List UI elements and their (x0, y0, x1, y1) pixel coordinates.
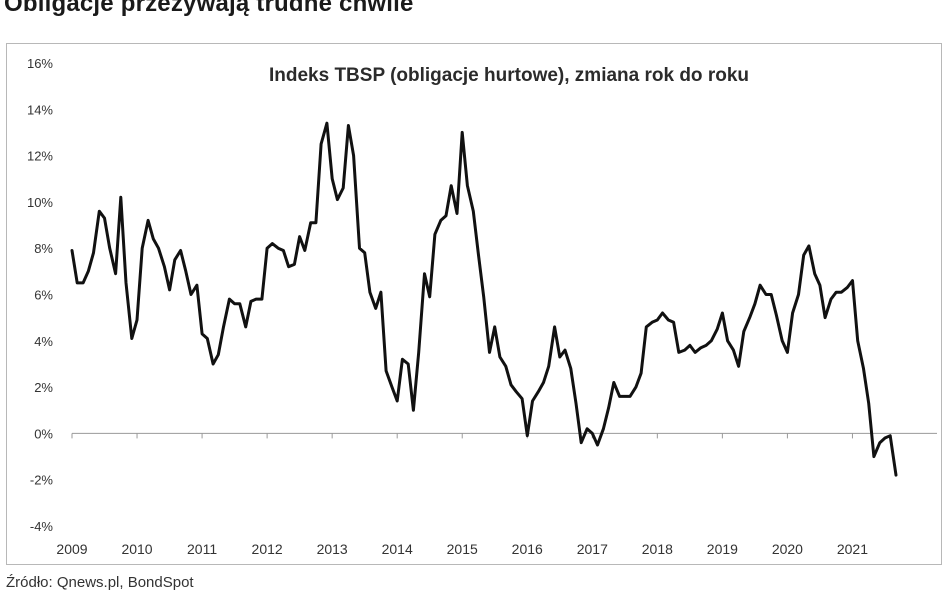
series-line (70, 121, 898, 477)
y-axis: -4% -2% 0% 2% 4% 6% 8% 10% 12% 14% 16% (27, 56, 53, 534)
x-tick-label: 2021 (837, 541, 868, 557)
x-tick-label: 2014 (382, 541, 413, 557)
x-tick-label: 2020 (772, 541, 803, 557)
y-tick-label: 12% (27, 149, 53, 164)
line-chart: Indeks TBSP (obligacje hurtowe), zmiana … (27, 56, 937, 557)
x-tick-label: 2015 (447, 541, 478, 557)
y-tick-label: 6% (34, 288, 53, 303)
y-tick-label: 16% (27, 56, 53, 71)
y-tick-label: 8% (34, 241, 53, 256)
chart-frame: Indeks TBSP (obligacje hurtowe), zmiana … (6, 43, 942, 565)
x-tick-label: 2012 (252, 541, 283, 557)
y-tick-label: 2% (34, 380, 53, 395)
y-tick-label: -2% (30, 473, 54, 488)
x-tick-label: 2009 (56, 541, 87, 557)
source-note: Źródło: Qnews.pl, BondSpot (6, 574, 194, 591)
y-tick-label: 14% (27, 102, 53, 117)
plot-area (70, 121, 898, 477)
y-tick-label: 10% (27, 195, 53, 210)
x-tick-label: 2011 (187, 541, 217, 557)
x-tick-label: 2018 (642, 541, 673, 557)
x-tick-label: 2017 (577, 541, 608, 557)
y-tick-label: 4% (34, 334, 53, 349)
x-tick-label: 2013 (317, 541, 348, 557)
x-tick-label: 2010 (121, 541, 152, 557)
x-axis: 2009 2010 2011 2012 2013 2014 2015 2016 2017 2018… (56, 432, 937, 557)
x-tick-label: 2019 (707, 541, 738, 557)
y-tick-label: -4% (30, 519, 54, 534)
y-tick-label: 0% (34, 426, 53, 441)
chart-title: Indeks TBSP (obligacje hurtowe), zmiana … (269, 65, 749, 86)
x-tick-label: 2016 (512, 541, 543, 557)
page-title: Obligacje przeżywają trudne chwile (4, 0, 414, 17)
